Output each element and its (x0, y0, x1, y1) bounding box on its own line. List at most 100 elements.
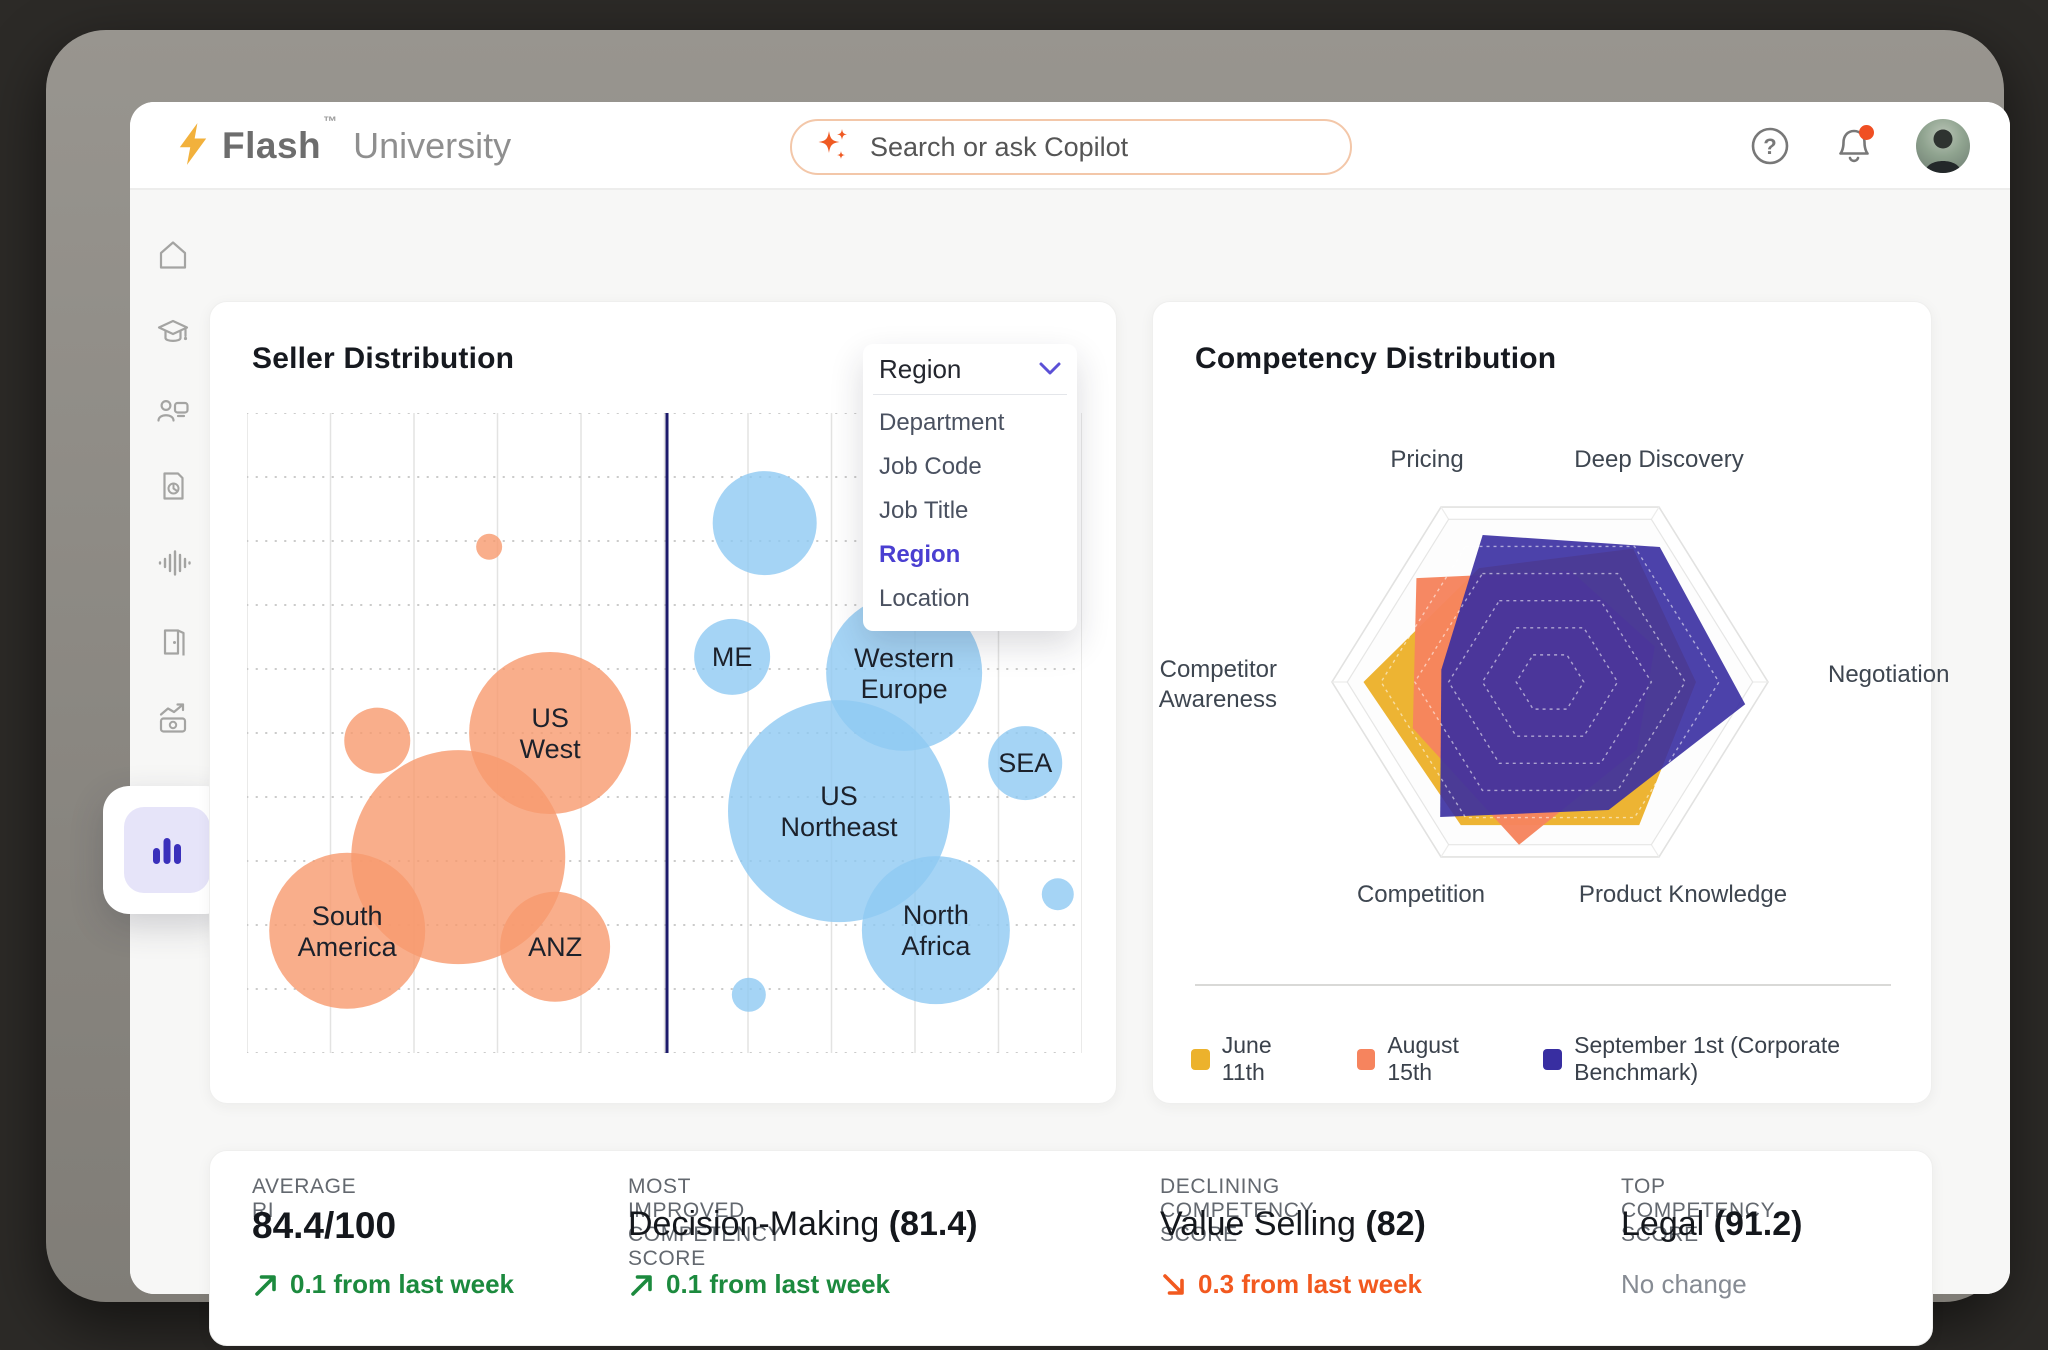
stat-label: DECLINING COMPETENCY SCORE (1160, 1175, 1314, 1246)
radar-legend: June 11th August 15th September 1st (Corpo… (1191, 1032, 1931, 1086)
bubble-us-northeast (728, 700, 951, 923)
home-icon (159, 241, 187, 269)
app-window: Flash™ University ? (103, 102, 2010, 1346)
stat-label: MOST IMPROVED COMPETENCY SCORE (628, 1175, 782, 1270)
bubble-label: US Northeast (780, 781, 898, 842)
rim-bevel-edge (1650, 844, 1660, 858)
stat-label: TOP COMPETENCY SCORE (1621, 1175, 1775, 1246)
legend-swatch (1543, 1048, 1563, 1070)
radar-grid-hexagon (1447, 599, 1653, 765)
brand-suffix: University (353, 125, 512, 166)
groupby-option-job-title[interactable]: Job Title (879, 497, 969, 524)
notification-badge-dot (1859, 125, 1874, 140)
report-document-icon (163, 472, 184, 500)
seller-bubble-chart: US West South America ANZ ME Western Europe SEA U… (247, 413, 1082, 1053)
device-frame: Flash™ University ? (46, 30, 2010, 1346)
axis-label-competitor-awareness: Competitor Awareness (1158, 656, 1277, 713)
bubble-blue-regions (712, 471, 817, 576)
competency-radar-chart (1331, 506, 1769, 858)
bubble-orange-regions (344, 707, 411, 774)
brand-logo[interactable]: Flash™ University (174, 102, 511, 190)
svg-text:?: ? (1763, 134, 1776, 159)
sidebar-item-analytics[interactable] (124, 807, 210, 893)
legend-label: June 11th (1221, 1032, 1272, 1085)
groupby-selected-value: Region (879, 353, 962, 384)
user-avatar[interactable] (1916, 119, 1970, 173)
stat-delta: 0.1 from last week (628, 1269, 890, 1300)
groupby-option-job-code[interactable]: Job Code (879, 453, 982, 480)
bubble-north-africa (861, 856, 1010, 1005)
groupby-options-list: Department Job Code Job Title Region Locatio… (863, 395, 1077, 631)
content-area: Seller Distribution US West South America AN… (103, 190, 2010, 1346)
legend-item: August 15th (1356, 1032, 1498, 1086)
person-portrait-icon (1925, 129, 1961, 173)
radar-grid-hexagon (1414, 572, 1686, 792)
stat-delta: 0.1 from last week (252, 1269, 514, 1300)
stat-delta: No change (1621, 1269, 1747, 1299)
groupby-dropdown-control[interactable]: Region (863, 344, 1077, 394)
stat-delta: 0.3 from last week (1160, 1269, 1422, 1300)
help-button[interactable]: ? (1748, 124, 1792, 168)
sidebar-item-earnings[interactable] (156, 701, 192, 737)
bubble-label: North Africa (901, 900, 971, 961)
bubble-anz (500, 891, 611, 1002)
bubble-me (694, 618, 771, 695)
bubble-blue-regions (1041, 878, 1074, 911)
groupby-option-location[interactable]: Location (879, 585, 970, 612)
graduation-cap-icon (157, 319, 189, 342)
rim-bevel-edge (1440, 506, 1450, 520)
axis-label-competition: Competition (1356, 881, 1486, 908)
legend-swatch (1356, 1048, 1376, 1070)
header-actions: ? (1748, 102, 1970, 190)
bubble-sea (988, 726, 1063, 801)
axis-label-negotiation: Negotiation (1828, 661, 1950, 688)
sidebar-item-home[interactable] (156, 238, 192, 274)
lightning-bolt-icon (174, 122, 212, 171)
sidebar-item-report-document[interactable] (156, 469, 192, 505)
legend-item: June 11th (1191, 1032, 1311, 1086)
groupby-option-department[interactable]: Department (879, 409, 1005, 436)
trainer-icon (157, 400, 189, 422)
door-icon (163, 629, 185, 656)
seller-distribution-card: Seller Distribution US West South America AN… (209, 301, 1117, 1104)
stat-value: 84.4/100 (252, 1205, 397, 1246)
stat-label: AVERAGE RI (252, 1175, 357, 1222)
dropdown-divider (873, 394, 1067, 395)
radar-grid-hexagon (1380, 545, 1720, 819)
stat-value: Legal (91.2) (1621, 1205, 1803, 1243)
voice-waveform-icon (158, 550, 191, 576)
sidebar-item-graduation-cap[interactable] (156, 315, 192, 351)
bubble-label: US West (520, 703, 582, 764)
groupby-option-region[interactable]: Region (879, 541, 961, 568)
kpi-stats-card: AVERAGE RI 84.4/100 0.1 from last week MOST… (209, 1150, 1933, 1346)
radar-grid-hexagon (1515, 654, 1585, 710)
arrow-up-right-icon (631, 1274, 652, 1296)
bubble-south-america (269, 852, 426, 1009)
competency-distribution-card: Competency Distribution Pricing Deep Disc… (1152, 301, 1949, 1104)
sidebar-item-door[interactable] (156, 624, 192, 660)
legend-divider (1195, 984, 1891, 986)
legend-swatch (1191, 1048, 1210, 1070)
radar-series-september-1st-corporate-benchmark (1440, 535, 1746, 818)
bubble-label: SEA (998, 748, 1052, 778)
stat-value: Decision-Making (81.4) (628, 1205, 978, 1243)
sidebar-item-trainer[interactable] (156, 392, 192, 428)
axis-label-product-knowledge: Product Knowledge (1578, 881, 1788, 908)
bubble-label: Western Europe (854, 643, 954, 704)
bubble-label: ME (712, 642, 753, 672)
sidebar-item-voice-waveform[interactable] (156, 546, 192, 582)
search-input[interactable] (870, 131, 1328, 163)
bubble-label: South America (298, 901, 398, 962)
groupby-dropdown: Region Department Job Code Job Title Region… (863, 344, 1077, 631)
copilot-search-bar[interactable] (790, 119, 1352, 175)
bubble-blue-regions (731, 977, 766, 1012)
rim-bevel-edge (1440, 844, 1450, 858)
stat-value: Value Selling (82) (1160, 1205, 1426, 1243)
axis-label-pricing: Pricing (1390, 446, 1464, 473)
legend-label: August 15th (1387, 1032, 1459, 1085)
bar-chart-icon (153, 838, 181, 864)
notifications-button[interactable] (1832, 124, 1876, 168)
competency-card-title: Competency Distribution (1195, 342, 1557, 375)
sparkles-icon (814, 125, 854, 170)
